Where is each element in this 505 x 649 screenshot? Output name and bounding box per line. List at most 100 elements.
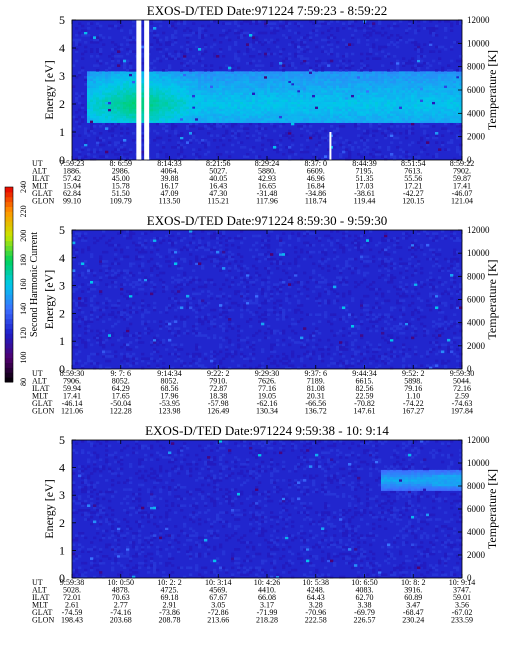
heatmap-cell bbox=[312, 29, 316, 32]
heatmap-cell bbox=[366, 36, 370, 39]
heatmap-cell bbox=[282, 94, 286, 98]
heatmap-cell bbox=[426, 87, 430, 91]
heatmap-cell bbox=[105, 113, 109, 116]
heatmap-cell bbox=[402, 120, 406, 123]
heatmap-cell bbox=[240, 78, 244, 81]
heatmap-cell bbox=[294, 106, 298, 109]
heatmap-cell bbox=[369, 120, 373, 123]
heatmap-cell bbox=[429, 29, 433, 32]
heatmap-cell bbox=[198, 292, 202, 296]
heatmap-cell bbox=[207, 248, 211, 252]
heatmap-cell bbox=[132, 352, 136, 356]
heatmap-cell bbox=[282, 134, 286, 137]
heatmap-cell bbox=[339, 136, 343, 140]
heatmap-cell bbox=[279, 99, 283, 102]
heatmap-cell bbox=[384, 136, 388, 140]
heatmap-cell bbox=[111, 24, 115, 28]
heatmap-cell bbox=[255, 76, 259, 79]
panel-title: EXOS-D/TED Date:971224 7:59:23 - 8:59:22 bbox=[147, 3, 387, 18]
heatmap-cell bbox=[210, 69, 214, 72]
heatmap-cell bbox=[264, 76, 268, 79]
heatmap-cell bbox=[105, 108, 109, 112]
heatmap-cell bbox=[93, 101, 97, 105]
heatmap-cell bbox=[141, 287, 145, 291]
heatmap-cell bbox=[156, 274, 160, 277]
heatmap-cell bbox=[96, 94, 100, 98]
heatmap-cell bbox=[408, 20, 412, 23]
heatmap-cell bbox=[264, 148, 268, 151]
heatmap-cell bbox=[237, 57, 241, 60]
heatmap-cell bbox=[120, 118, 124, 121]
heatmap-cell bbox=[87, 80, 91, 84]
heatmap-cell bbox=[177, 250, 181, 254]
heatmap-cell bbox=[102, 120, 106, 123]
heatmap-cell bbox=[174, 146, 178, 149]
heatmap-cell bbox=[156, 85, 160, 88]
heatmap-cell bbox=[129, 322, 133, 326]
heatmap-cell bbox=[459, 111, 463, 114]
heatmap-cell bbox=[123, 139, 127, 142]
heatmap-cell bbox=[423, 43, 427, 46]
heatmap-cell bbox=[204, 92, 208, 95]
heatmap-cell bbox=[105, 271, 109, 275]
heatmap-cell bbox=[108, 143, 112, 147]
heatmap-cell bbox=[153, 76, 157, 79]
heatmap-cell bbox=[318, 115, 322, 119]
heatmap-cell bbox=[162, 108, 166, 112]
heatmap-cell bbox=[294, 97, 298, 100]
heatmap-cell bbox=[111, 280, 115, 284]
orbit-table-cell: 8:14:33 bbox=[157, 159, 181, 168]
heatmap-cell bbox=[90, 83, 94, 86]
heatmap-cell bbox=[306, 129, 310, 133]
heatmap-cell bbox=[372, 90, 376, 93]
heatmap-cell bbox=[279, 143, 283, 147]
heatmap-cell bbox=[225, 150, 229, 154]
heatmap-cell bbox=[183, 76, 187, 79]
heatmap-cell bbox=[339, 125, 343, 128]
heatmap-cell bbox=[177, 55, 181, 58]
heatmap-cell bbox=[75, 343, 79, 347]
heatmap-cell bbox=[168, 139, 172, 142]
heatmap-cell bbox=[309, 101, 313, 105]
heatmap-cell bbox=[192, 99, 196, 102]
heatmap-cell bbox=[324, 92, 328, 95]
heatmap-cell bbox=[231, 150, 235, 154]
heatmap-cell bbox=[165, 38, 169, 42]
heatmap-cell bbox=[165, 260, 169, 263]
heatmap-cell bbox=[153, 243, 157, 247]
heatmap-cell bbox=[177, 283, 181, 286]
heatmap-cell bbox=[177, 73, 181, 77]
heatmap-cell bbox=[438, 115, 442, 119]
heatmap-cell bbox=[186, 113, 190, 116]
heatmap-cell bbox=[258, 50, 262, 53]
heatmap-cell bbox=[171, 120, 175, 123]
heatmap-cell bbox=[429, 71, 433, 74]
heatmap-cell bbox=[138, 278, 142, 282]
heatmap-cell bbox=[102, 113, 106, 116]
heatmap-cell bbox=[168, 106, 172, 109]
heatmap-cell bbox=[159, 85, 163, 88]
heatmap-cell bbox=[294, 52, 298, 56]
heatmap-cell bbox=[105, 274, 109, 277]
heatmap-cell bbox=[108, 129, 112, 133]
heatmap-cell bbox=[315, 45, 319, 49]
y-axis-label: Energy [eV] bbox=[42, 60, 56, 119]
heatmap-cell bbox=[246, 132, 250, 135]
heatmap-cell bbox=[456, 83, 460, 86]
heatmap-cell bbox=[282, 73, 286, 77]
heatmap-cell bbox=[192, 80, 196, 84]
heatmap-cell bbox=[345, 106, 349, 109]
heatmap-cell bbox=[279, 111, 283, 114]
heatmap-cell bbox=[189, 106, 193, 109]
heatmap-cell bbox=[360, 71, 364, 74]
heatmap-cell bbox=[372, 24, 376, 28]
heatmap-cell bbox=[246, 118, 250, 121]
heatmap-cell bbox=[75, 97, 79, 100]
heatmap-cell bbox=[417, 120, 421, 123]
heatmap-cell bbox=[96, 329, 100, 333]
heatmap-cell bbox=[156, 41, 160, 44]
heatmap-cell bbox=[423, 27, 427, 30]
heatmap-cell bbox=[315, 104, 319, 107]
heatmap-cell bbox=[327, 22, 331, 25]
heatmap-cell bbox=[159, 108, 163, 112]
